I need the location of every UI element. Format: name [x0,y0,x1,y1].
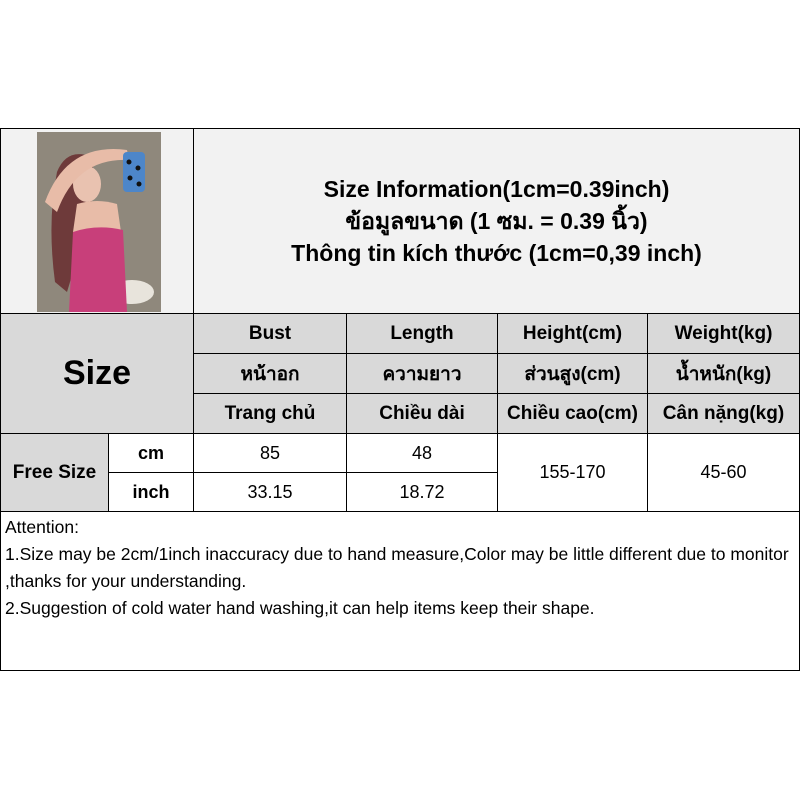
attention-note-2: 2.Suggestion of cold water hand washing,… [5,598,595,618]
header-length-vi: Chiều dài [346,393,498,434]
size-information-title: Size Information(1cm=0.39inch) ข้อมูลขนา… [193,128,800,314]
title-vietnamese: Thông tin kích thước (1cm=0,39 inch) [291,240,702,266]
length-cm: 48 [346,433,498,473]
bust-inch: 33.15 [193,472,347,512]
attention-notes: Attention: 1.Size may be 2cm/1inch inacc… [0,511,800,671]
bust-cm: 85 [193,433,347,473]
height-range: 155-170 [497,433,648,512]
header-bust-en: Bust [193,313,347,354]
header-weight-vi: Cân nặng(kg) [647,393,800,434]
free-size-label: Free Size [0,433,109,512]
title-english: Size Information(1cm=0.39inch) [323,176,670,202]
header-height-en: Height(cm) [497,313,648,354]
header-bust-vi: Trang chủ [193,393,347,434]
weight-range: 45-60 [647,433,800,512]
header-bust-th: หน้าอก [193,353,347,394]
attention-note-1: 1.Size may be 2cm/1inch inaccuracy due t… [5,544,789,591]
unit-inch: inch [108,472,194,512]
header-height-vi: Chiều cao(cm) [497,393,648,434]
title-thai: ข้อมูลขนาด (1 ซม. = 0.39 นิ้ว) [345,208,648,234]
header-height-th: ส่วนสูง(cm) [497,353,648,394]
length-inch: 18.72 [346,472,498,512]
header-weight-th: น้ำหนัก(kg) [647,353,800,394]
header-length-th: ความยาว [346,353,498,394]
product-photo [37,132,161,312]
size-header: Size [0,313,194,434]
attention-heading: Attention: [5,517,79,537]
unit-cm: cm [108,433,194,473]
header-weight-en: Weight(kg) [647,313,800,354]
header-length-en: Length [346,313,498,354]
